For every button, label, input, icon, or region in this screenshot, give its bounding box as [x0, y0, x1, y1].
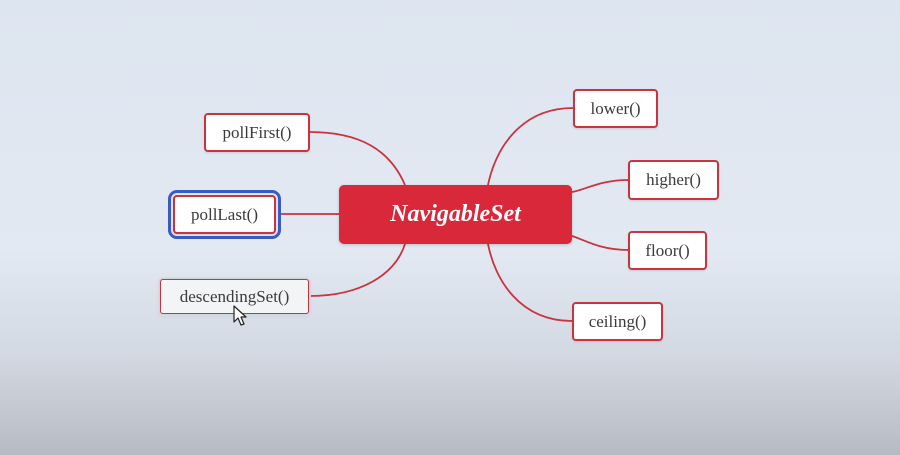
mouse-cursor-icon — [233, 305, 247, 326]
node-higher[interactable]: higher() — [628, 160, 719, 200]
node-floor[interactable]: floor() — [628, 231, 707, 270]
central-node[interactable]: NavigableSet — [339, 185, 572, 244]
connector-pollfirst — [309, 131, 406, 186]
node-lower[interactable]: lower() — [573, 89, 658, 128]
connector-floor — [571, 235, 629, 251]
connector-descendingset — [309, 243, 406, 297]
node-polllast[interactable]: pollLast() — [168, 190, 281, 239]
node-pollfirst[interactable]: pollFirst() — [204, 113, 310, 152]
connector-lower — [487, 107, 574, 186]
node-ceiling[interactable]: ceiling() — [572, 302, 663, 341]
connector-ceiling — [487, 243, 573, 322]
connector-higher — [571, 179, 629, 193]
node-descendingset[interactable]: descendingSet() — [159, 278, 310, 315]
